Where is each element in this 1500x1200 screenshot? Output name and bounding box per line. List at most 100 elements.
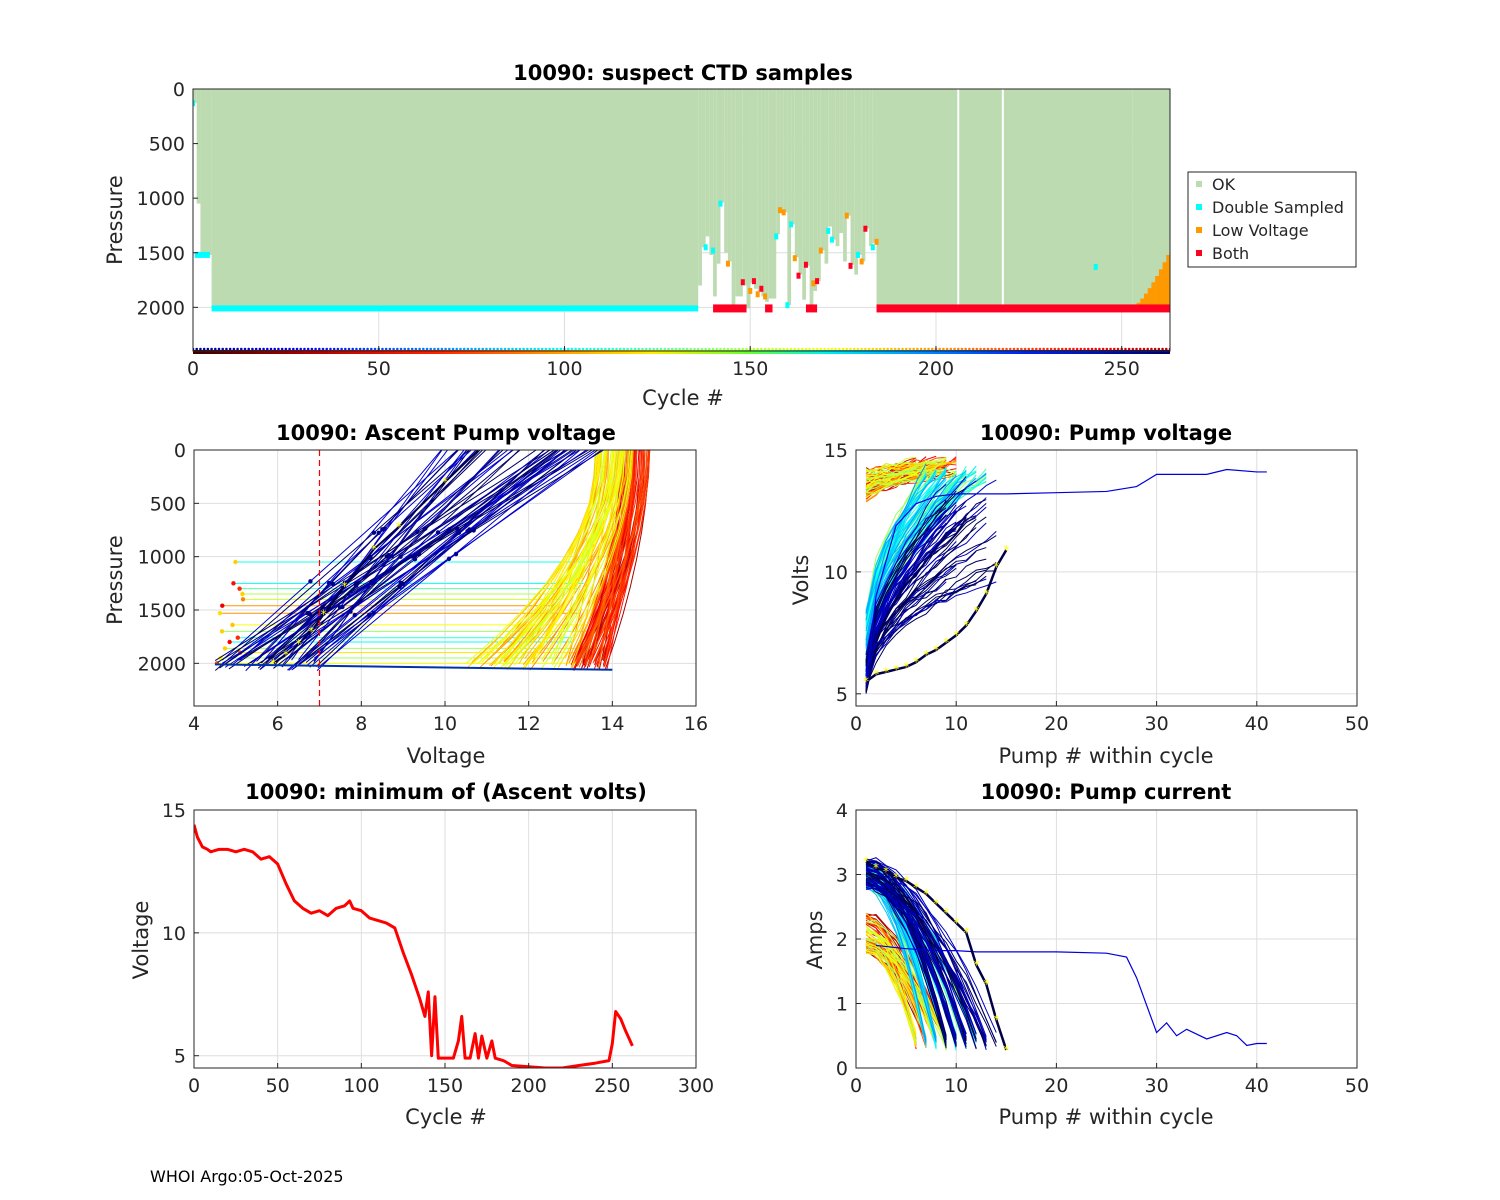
y-tick-label: 10	[162, 923, 186, 945]
ascent-profile-line	[221, 450, 458, 661]
lowest-voltage-cycle-marker: *	[953, 916, 959, 930]
min-volts-ticks: 0 50 100 150 200 250 300 5 10 15	[162, 800, 714, 1097]
y-tick-label: 1000	[137, 188, 185, 210]
cycle-dot	[451, 347, 455, 351]
double-sampled-marker	[198, 251, 203, 258]
ok-profile-bar	[768, 89, 777, 299]
cycle-dot	[414, 347, 418, 351]
ok-profile-bar	[709, 89, 714, 255]
ok-profile-bar	[843, 89, 847, 262]
cycle-dot	[581, 347, 585, 351]
cycle-dot	[986, 347, 990, 351]
cycle-dot	[474, 347, 477, 351]
pump-voltage-cycle-line	[865, 478, 937, 614]
x-tick-label: 14	[600, 713, 624, 735]
cycle-dot	[507, 347, 511, 351]
ascent-profile-line	[531, 450, 633, 663]
lowest-voltage-cycle-marker: *	[1003, 1043, 1009, 1057]
cycle-dot	[239, 347, 243, 351]
cycle-dot	[838, 347, 841, 351]
suspect-x-label: Cycle #	[642, 386, 724, 410]
ok-profile-bar	[724, 89, 728, 253]
cycle-dot	[607, 347, 611, 351]
ok-profile-bar	[783, 89, 788, 213]
cycle-dot	[540, 347, 544, 351]
cycle-dot	[1012, 347, 1016, 351]
cycle-dot	[648, 347, 652, 351]
pump-voltage-cycle-line	[865, 475, 957, 658]
pump-voltage-axes: 10090: Pump voltage * * * * * * * * * * * * * * * 0 10 2…	[789, 421, 1369, 768]
cycle-dot	[1068, 347, 1071, 351]
cycle-dot	[1094, 347, 1098, 351]
lowest-voltage-cycle-marker: *	[903, 874, 909, 888]
ok-profile-bar	[713, 89, 717, 297]
y-tick-label: 0	[174, 440, 186, 462]
low-voltage-tail-bar	[1162, 262, 1167, 309]
legend-swatch-both	[1196, 250, 1202, 256]
cycle-dot	[812, 347, 815, 351]
cycle-dot	[384, 347, 388, 351]
cycle-dot	[875, 347, 878, 351]
ok-profile-bar	[735, 89, 743, 297]
pump-current-cycle-line	[865, 929, 937, 1035]
ok-profile-bar	[200, 89, 212, 255]
cycle-dot	[990, 347, 993, 351]
x-tick-label: 0	[188, 1075, 200, 1097]
profile-start-dot	[227, 639, 232, 645]
cycle-dot	[388, 347, 392, 351]
ok-profile-bar	[835, 89, 840, 247]
y-tick-label: 2000	[138, 653, 186, 675]
cycle-dot	[392, 347, 395, 351]
low-voltage-marker	[818, 247, 823, 254]
cycle-dot	[626, 347, 629, 351]
cycle-dot	[1161, 347, 1164, 351]
profile-dot	[398, 554, 403, 559]
profile-dot	[380, 527, 385, 532]
lowest-cycle-marker: *	[442, 475, 448, 489]
cycle-dot	[778, 347, 782, 351]
cycle-dot	[518, 347, 522, 351]
cycle-dot	[589, 347, 592, 351]
cycle-dot	[771, 347, 774, 351]
ascent-profile-line	[530, 450, 632, 661]
pump-voltage-x-label: Pump # within cycle	[999, 744, 1214, 768]
x-tick-label: 200	[511, 1075, 547, 1097]
ascent-profile-lines: * * * * * * * * * *	[214, 450, 651, 672]
cycle-dot	[834, 347, 837, 351]
cycle-dot	[971, 347, 975, 351]
cycle-dot	[890, 347, 893, 351]
legend-swatch-ok	[1196, 181, 1202, 187]
cycle-dot	[199, 347, 202, 351]
lowest-cycle-marker: *	[993, 560, 999, 574]
x-tick-label: 10	[944, 713, 968, 735]
min-volts-y-label: Voltage	[129, 901, 153, 980]
cycle-dot	[422, 347, 425, 351]
cycle-dot	[1001, 347, 1005, 351]
cycle-dot	[867, 347, 871, 351]
lowest-cycle-marker: *	[943, 636, 949, 650]
ascent-profile-line	[298, 450, 577, 665]
cycle-dot	[1046, 347, 1049, 351]
min-volts-grid	[193, 809, 697, 1068]
y-tick-label: 5	[174, 1046, 186, 1068]
ok-profile-bar	[196, 89, 201, 204]
low-voltage-marker	[777, 207, 782, 214]
cycle-dot	[258, 347, 262, 351]
cycle-dot	[351, 347, 355, 351]
lowest-cycle-marker: *	[973, 604, 979, 618]
y-tick-label: 0	[836, 1058, 848, 1080]
cycle-dot	[436, 347, 440, 351]
cycle-dot	[949, 347, 953, 351]
cycle-dot	[566, 347, 570, 351]
ascent-profile-line	[482, 450, 614, 665]
ascent-profile-line	[228, 450, 555, 670]
cycle-dot	[615, 347, 618, 351]
low-voltage-marker	[725, 260, 730, 267]
lowest-voltage-cycle-marker: *	[863, 855, 869, 869]
cycle-dot	[1057, 347, 1060, 351]
cycle-dot	[243, 347, 247, 351]
ok-profile-bar	[817, 89, 821, 282]
pump-current-cycle-line	[865, 952, 917, 1042]
cycle-dot	[373, 347, 377, 351]
low-voltage-marker	[792, 255, 797, 262]
